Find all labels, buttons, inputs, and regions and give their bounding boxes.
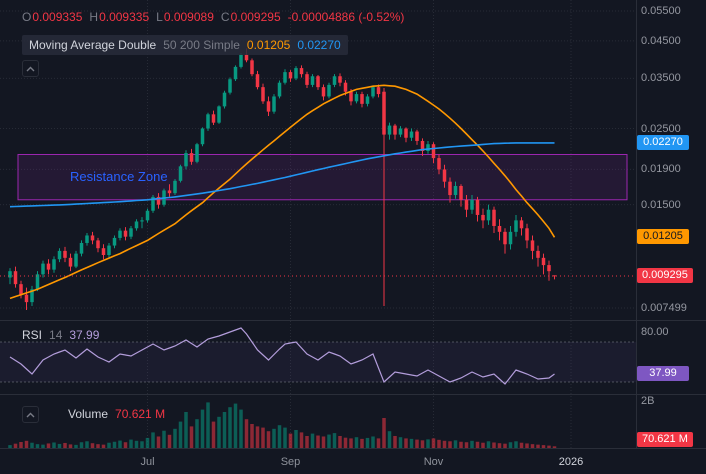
low-label: L <box>156 10 163 24</box>
resistance-zone-label: Resistance Zone <box>70 169 168 184</box>
candlestick-series <box>8 48 557 310</box>
price-axis-label: 0.01500 <box>641 198 681 211</box>
rsi-title: RSI <box>22 328 43 342</box>
open-value: 0.009335 <box>32 10 83 24</box>
ma200-value: 0.02270 <box>297 38 341 52</box>
ma50-value: 0.01205 <box>246 38 291 52</box>
price-axis-label: 0.02500 <box>641 122 681 135</box>
close-value: 0.009295 <box>230 10 281 24</box>
rsi-badge: 37.99 <box>637 366 689 381</box>
price-axis-label: 0.007499 <box>641 301 687 314</box>
chevron-up-icon <box>26 412 35 417</box>
volume-axis-label: 2B <box>641 395 655 407</box>
time-axis-label: Jul <box>140 456 155 468</box>
high-value: 0.009335 <box>99 10 150 24</box>
price-axis-label: 0.04500 <box>641 34 681 47</box>
chevron-up-icon <box>26 66 35 71</box>
rsi-value: 37.99 <box>69 328 100 342</box>
price-axis-label: 0.03500 <box>641 72 681 85</box>
ma-indicator-params: 50 200 Simple <box>163 38 240 52</box>
time-axis-label: Nov <box>423 456 444 468</box>
volume-value: 70.621 M <box>115 407 166 421</box>
time-axis[interactable] <box>0 448 706 474</box>
time-axis-label: Sep <box>280 456 301 468</box>
volume-title: Volume <box>68 407 109 421</box>
collapse-pane-button[interactable] <box>22 60 39 77</box>
close-label: C <box>220 10 230 24</box>
ma50-line <box>9 84 556 300</box>
ma200-line <box>9 142 555 208</box>
ma-indicator-legend[interactable]: Moving Average Double 50 200 Simple 0.01… <box>22 35 348 55</box>
volume-series <box>8 402 557 448</box>
last-price-badge: 0.009295 <box>637 267 693 283</box>
time-axis-label: 2026 <box>558 456 584 468</box>
high-label: H <box>89 10 99 24</box>
price-axis-label: 0.01900 <box>641 163 681 176</box>
rsi-legend[interactable]: RSI 14 37.99 <box>22 328 99 342</box>
ma200-badge: 0.02270 <box>637 134 689 150</box>
rsi-axis-label: 80.00 <box>641 326 669 338</box>
ma50-badge: 0.01205 <box>637 229 689 245</box>
ma-indicator-title: Moving Average Double <box>29 38 157 52</box>
rsi-line <box>9 327 555 385</box>
price-axis-label: 0.05500 <box>641 5 681 17</box>
rsi-param: 14 <box>49 328 63 342</box>
low-value: 0.009089 <box>163 10 214 24</box>
collapse-volume-pane-button[interactable] <box>22 406 39 423</box>
change-value: -0.00004886 (-0.52%) <box>287 10 405 24</box>
rsi-pane <box>0 327 636 385</box>
resistance-zone[interactable]: Resistance Zone <box>17 154 628 201</box>
open-label: O <box>22 10 32 24</box>
volume-legend[interactable]: Volume 70.621 M <box>68 407 165 421</box>
ohlc-legend[interactable]: O 0.009335 H 0.009335 L 0.009089 C 0.009295 … <box>22 10 404 24</box>
volume-badge: 70.621 M <box>637 432 693 447</box>
